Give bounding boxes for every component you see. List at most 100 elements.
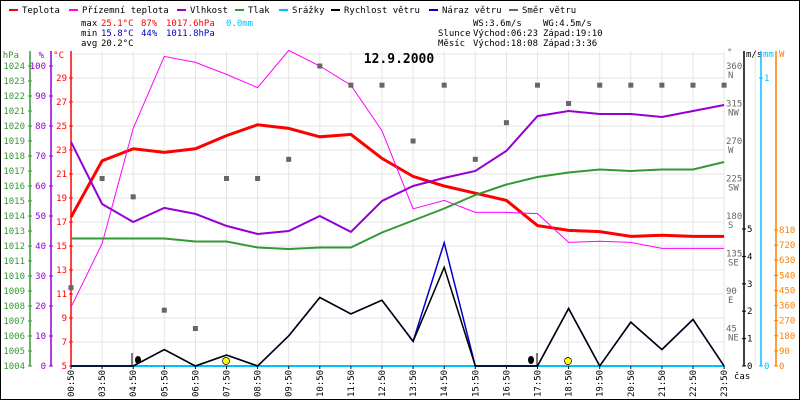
rain-tick-label: 0 <box>764 362 769 372</box>
pressure-tick-label: 1008 <box>3 302 25 312</box>
temperature-tick-label: 27 <box>56 98 67 108</box>
wind-direction-point <box>317 63 323 69</box>
radiation-tick-label: 720 <box>779 241 795 251</box>
humidity-tick-label: 100 <box>30 62 46 72</box>
humidity-tick-label: 40 <box>35 242 46 252</box>
humidity-tick-label: 20 <box>35 302 46 312</box>
wind-direction-point <box>472 156 478 162</box>
wind-direction-point <box>410 138 416 144</box>
stats-min-pressure: 1011.8hPa <box>166 29 215 39</box>
pressure-tick-label: 1019 <box>3 137 25 147</box>
direction-tick-label: 270 <box>726 137 742 147</box>
stats-max-temp: 25.1°C <box>101 19 134 29</box>
stats-min-humidity: 44% <box>141 29 158 39</box>
humidity-tick-label: 0 <box>41 362 46 372</box>
temperature-tick-label: 19 <box>56 194 67 204</box>
wind-tick-label: 2 <box>747 307 752 317</box>
temperature-tick-label: 23 <box>56 146 67 156</box>
pressure-tick-label: 1023 <box>3 77 25 87</box>
pressure-line <box>71 161 725 251</box>
legend-label: Vlhkost <box>190 6 228 16</box>
legend-label: Srážky <box>292 6 325 16</box>
radiation-tick-label: 360 <box>779 302 795 312</box>
temperature-tick-label: 11 <box>56 290 67 300</box>
direction-tick-label: 315 <box>726 100 742 110</box>
wind-tick-label: 1 <box>747 335 752 345</box>
legend-label: Přízemní teplota <box>82 6 169 16</box>
pressure-tick-label: 1020 <box>3 122 25 132</box>
x-tick-label: 21:50 <box>658 370 668 397</box>
radiation-tick-label: 810 <box>779 226 795 236</box>
direction-axis-label: ° <box>727 48 732 58</box>
pressure-tick-label: 1024 <box>3 62 25 72</box>
direction-compass-label: S <box>728 221 733 231</box>
x-tick-label: 07:50 <box>223 370 233 397</box>
pressure-tick-label: 1004 <box>3 362 25 372</box>
temperature-tick-label: 21 <box>56 170 67 180</box>
wind-direction-point <box>597 82 603 88</box>
x-axis-label: čas <box>734 371 750 382</box>
humidity-tick-label: 10 <box>35 332 46 342</box>
direction-compass-label: NW <box>728 109 739 119</box>
pressure-tick-label: 1018 <box>3 152 25 162</box>
direction-compass-label: W <box>728 146 734 156</box>
wind-direction-point <box>628 82 634 88</box>
temperature-tick-label: 29 <box>56 74 67 84</box>
temperature-line <box>69 123 725 238</box>
wind-direction-point <box>721 82 727 88</box>
wind-direction-point <box>130 194 136 200</box>
pressure-tick-label: 1011 <box>3 257 25 267</box>
x-tick-label: 04:50 <box>129 370 139 397</box>
wind-tick-label: 0 <box>747 362 752 372</box>
x-tick-label: 13:50 <box>409 370 419 397</box>
wind-direction-point <box>161 307 167 313</box>
pressure-tick-label: 1022 <box>3 92 25 102</box>
wind-direction-point <box>690 82 696 88</box>
stats-wind-speed: WS:3.6m/s <box>473 19 522 29</box>
pressure-tick-label: 1016 <box>3 182 25 192</box>
pressure-tick-label: 1017 <box>3 167 25 177</box>
wind-direction-point <box>348 82 354 88</box>
sun-icon <box>222 357 230 365</box>
wind-tick-label: 4 <box>747 252 752 262</box>
sunrise: Východ:06:23 <box>473 29 538 39</box>
apparent-line <box>70 49 725 308</box>
direction-tick-label: 360 <box>726 62 742 72</box>
moonset: Západ:3:36 <box>543 39 597 49</box>
x-tick-label: 17:50 <box>534 370 544 397</box>
direction-compass-label: N <box>728 71 733 81</box>
wind-direction-point <box>99 176 105 181</box>
radiation-tick-label: 90 <box>779 347 790 357</box>
direction-tick-label: 135 <box>726 250 742 260</box>
wind-direction-point <box>192 326 198 331</box>
pressure-tick-label: 1012 <box>3 242 25 252</box>
x-tick-label: 16:50 <box>502 370 512 397</box>
humidity-tick-label: 90 <box>35 92 46 102</box>
radiation-tick-label: 0 <box>779 362 784 372</box>
x-tick-label: 11:50 <box>347 370 357 397</box>
moon-label: Měsíc <box>438 39 465 49</box>
stats-max-pressure: 1017.6hPa <box>166 19 215 29</box>
radiation-axis-label: W <box>779 50 785 60</box>
x-tick-label: 00:50 <box>67 370 77 397</box>
humidity-tick-label: 30 <box>35 272 46 282</box>
direction-tick-label: 180 <box>726 212 742 222</box>
x-tick-label: 19:50 <box>596 370 606 397</box>
radiation-tick-label: 270 <box>779 317 795 327</box>
pressure-tick-label: 1021 <box>3 107 25 117</box>
moon-icon <box>135 356 141 364</box>
stats-avg-temp: 20.2°C <box>101 39 134 49</box>
humidity-tick-label: 50 <box>35 212 46 222</box>
stats-max-rain: 0.0mm <box>226 19 253 29</box>
radiation-tick-label: 630 <box>779 256 795 266</box>
direction-compass-label: E <box>728 296 733 306</box>
wind-tick-label: 3 <box>747 280 752 290</box>
wind-direction-point <box>255 176 261 181</box>
wind-direction-point <box>535 82 540 88</box>
x-tick-label: 12:50 <box>378 370 388 397</box>
rain-tick-label: 1 <box>764 74 769 84</box>
moon-icon <box>528 356 534 364</box>
x-tick-label: 08:50 <box>254 370 264 397</box>
temperature-tick-label: 5 <box>62 362 67 372</box>
